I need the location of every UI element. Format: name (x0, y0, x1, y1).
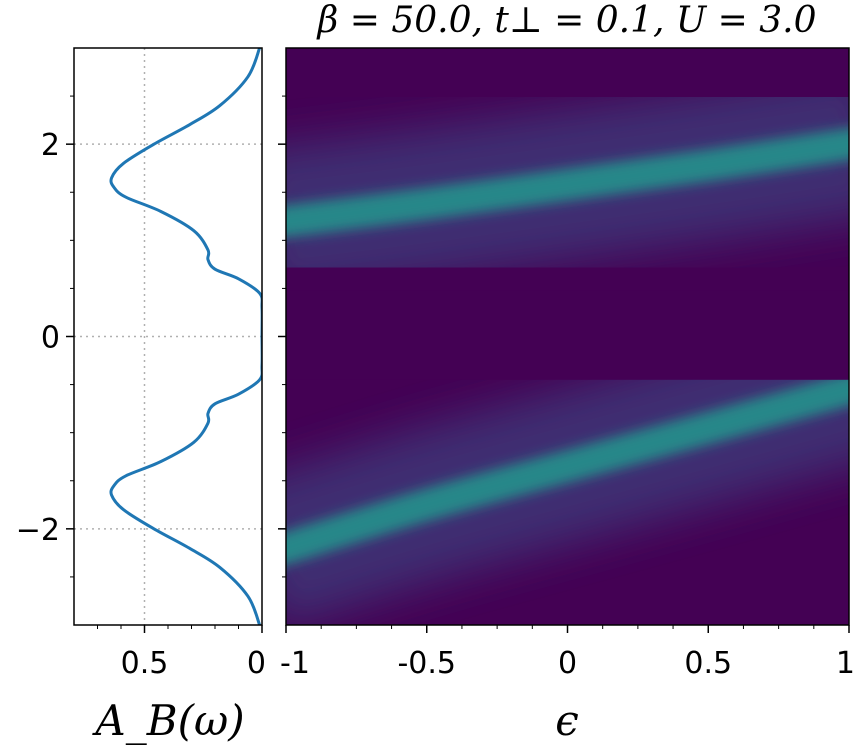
right-xtick-label: 0 (558, 646, 577, 681)
gap-region (286, 290, 849, 380)
upper-band (286, 128, 849, 238)
right-xtick-label: -0.5 (397, 646, 456, 681)
left-ytick-label: 0 (41, 321, 60, 356)
left-ytick-label: 2 (41, 128, 60, 163)
right-panel: -1 -0.5 0 0.5 1 β = 50.0, t⊥ = 0.1, U = 3.0 … (278, 0, 855, 745)
right-xtick-label: 0.5 (684, 646, 732, 681)
lower-band (286, 372, 849, 565)
chart-title: β = 50.0, t⊥ = 0.1, U = 3.0 (315, 0, 816, 41)
left-grid (74, 48, 262, 625)
left-ytick-label: −2 (16, 513, 60, 548)
heatmap (286, 48, 849, 625)
left-axes-background (74, 48, 262, 625)
right-ticks: -1 -0.5 0 0.5 1 (278, 95, 855, 681)
spectral-function-line (109, 48, 262, 625)
left-xlabel: A_B(ω) (91, 696, 244, 745)
left-xtick-label: 0.5 (121, 646, 169, 681)
left-xtick-label: 0 (247, 646, 266, 681)
right-xtick-label: -1 (280, 646, 310, 681)
right-xtick-label: 1 (836, 646, 855, 681)
left-ticks: 2 0 −2 0.5 0 (16, 95, 266, 681)
left-panel: 2 0 −2 0.5 0 A_B(ω) (16, 47, 266, 745)
right-xlabel: ϵ (555, 696, 579, 745)
